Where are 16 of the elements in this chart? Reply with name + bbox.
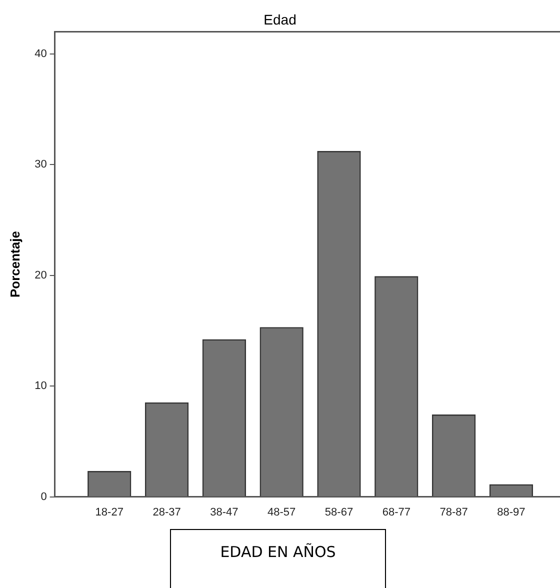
x-tick-label: 18-27 [95, 506, 124, 518]
y-tick-label: 30 [34, 158, 47, 171]
y-axis-title: Porcentaje [7, 231, 22, 298]
x-tick-label: 48-57 [268, 506, 296, 518]
y-tick-label: 10 [34, 380, 47, 392]
chart-title: Edad [264, 11, 296, 28]
y-tick-label: 20 [34, 269, 47, 282]
x-tick-label: 38-47 [210, 506, 238, 518]
x-tick-label: 68-77 [382, 506, 410, 518]
x-tick-label: 28-37 [152, 506, 181, 518]
y-tick-label: 0 [40, 490, 47, 503]
x-tick-label: 88-97 [497, 506, 526, 518]
x-axis-title: EDAD EN AÑOS [170, 529, 386, 588]
y-tick-label: 40 [34, 48, 47, 60]
x-tick-label: 78-87 [440, 506, 468, 518]
x-tick-label: 58-67 [324, 506, 354, 518]
